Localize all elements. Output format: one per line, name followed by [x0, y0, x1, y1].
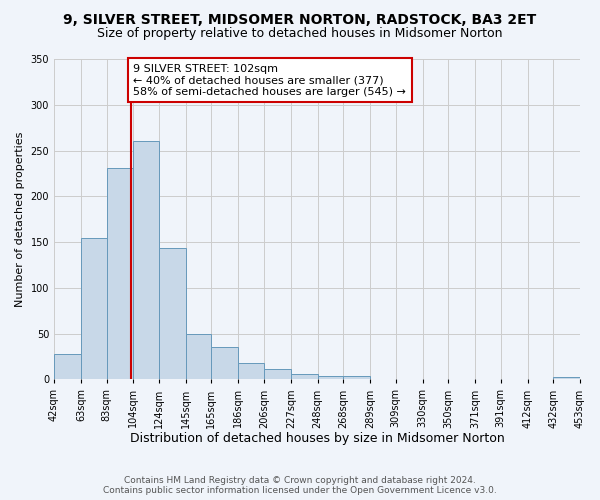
Bar — [107, 168, 133, 380]
Text: 9, SILVER STREET, MIDSOMER NORTON, RADSTOCK, BA3 2ET: 9, SILVER STREET, MIDSOMER NORTON, RADST… — [64, 12, 536, 26]
Bar — [81, 238, 107, 380]
Bar — [317, 376, 343, 380]
Bar — [159, 248, 186, 380]
Bar — [54, 354, 81, 380]
Text: 9 SILVER STREET: 102sqm
← 40% of detached houses are smaller (377)
58% of semi-d: 9 SILVER STREET: 102sqm ← 40% of detache… — [133, 64, 406, 97]
Y-axis label: Number of detached properties: Number of detached properties — [15, 132, 25, 307]
Bar — [211, 348, 238, 380]
Bar — [186, 334, 211, 380]
Bar — [264, 369, 291, 380]
Bar — [133, 142, 159, 380]
Bar — [343, 376, 370, 380]
Bar — [291, 374, 317, 380]
Text: Size of property relative to detached houses in Midsomer Norton: Size of property relative to detached ho… — [97, 28, 503, 40]
Bar — [238, 363, 264, 380]
X-axis label: Distribution of detached houses by size in Midsomer Norton: Distribution of detached houses by size … — [130, 432, 505, 445]
Text: Contains HM Land Registry data © Crown copyright and database right 2024.
Contai: Contains HM Land Registry data © Crown c… — [103, 476, 497, 495]
Bar — [553, 376, 580, 380]
